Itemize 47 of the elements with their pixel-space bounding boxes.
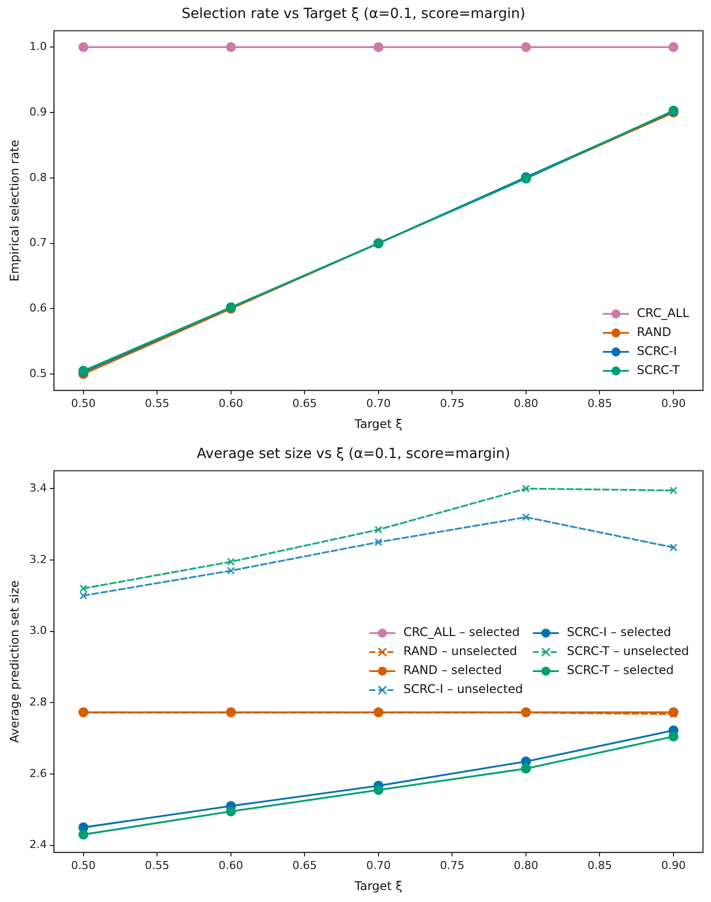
y-tick-label: 2.8 — [29, 695, 47, 708]
x-tick-label: 0.60 — [218, 858, 244, 872]
y-tick-label: 3.2 — [29, 552, 47, 566]
y-tick-label: 1.0 — [29, 40, 47, 54]
x-tick-label: 0.50 — [71, 396, 96, 410]
y-tick-label: 3.0 — [29, 624, 47, 638]
x-tick-label: 0.55 — [144, 396, 170, 410]
y-axis-title: Average prediction set size — [7, 580, 22, 743]
legend-label: RAND – selected — [403, 663, 502, 678]
x-tick-label: 0.80 — [514, 396, 538, 410]
x-tick-label: 0.75 — [440, 858, 464, 872]
x-tick-label: 0.85 — [587, 858, 612, 872]
y-tick-label: 0.7 — [29, 236, 47, 250]
legend-label: SCRC-I — [636, 344, 677, 358]
x-tick-label: 0.50 — [71, 858, 96, 872]
x-tick-label: 0.90 — [661, 396, 686, 410]
chart-title: Average set size vs ξ (α=0.1, score=margin) — [196, 446, 510, 462]
y-tick-label: 2.6 — [29, 766, 47, 780]
x-tick-label: 0.75 — [440, 396, 464, 410]
legend-label: SCRC-I – selected — [566, 625, 672, 640]
y-tick-label: 0.5 — [29, 366, 47, 380]
y-tick-label: 2.4 — [29, 838, 47, 852]
x-tick-label: 0.65 — [292, 858, 317, 872]
legend-label: RAND – unselected — [403, 644, 518, 658]
y-tick-label: 0.6 — [29, 302, 47, 315]
x-tick-label: 0.70 — [366, 396, 391, 410]
chart-title: Selection rate vs Target ξ (α=0.1, score=margin) — [182, 6, 526, 22]
y-tick-label: 0.9 — [29, 105, 47, 118]
x-tick-label: 0.90 — [661, 858, 686, 872]
legend-label: SCRC-I – unselected — [403, 682, 523, 696]
legend-label: SCRC-T – unselected — [566, 644, 690, 658]
x-tick-label: 0.60 — [218, 396, 244, 410]
x-tick-label: 0.55 — [144, 858, 170, 872]
x-tick-label: 0.70 — [366, 858, 391, 872]
legend-label: SCRC-T – selected — [566, 663, 674, 678]
legend-label: CRC_ALL — [636, 306, 690, 320]
x-axis-title: Target ξ — [354, 878, 402, 893]
y-tick-label: 3.4 — [29, 481, 47, 494]
x-tick-label: 0.80 — [514, 858, 538, 872]
x-tick-label: 0.85 — [587, 396, 612, 410]
legend-label: RAND — [636, 325, 672, 340]
legend-label: CRC_ALL – selected — [403, 625, 520, 640]
x-tick-label: 0.65 — [292, 396, 317, 410]
y-axis-title: Empirical selection rate — [7, 140, 22, 282]
x-axis-title: Target ξ — [354, 416, 402, 431]
legend-label: SCRC-T — [636, 363, 680, 378]
y-tick-label: 0.8 — [29, 170, 47, 184]
